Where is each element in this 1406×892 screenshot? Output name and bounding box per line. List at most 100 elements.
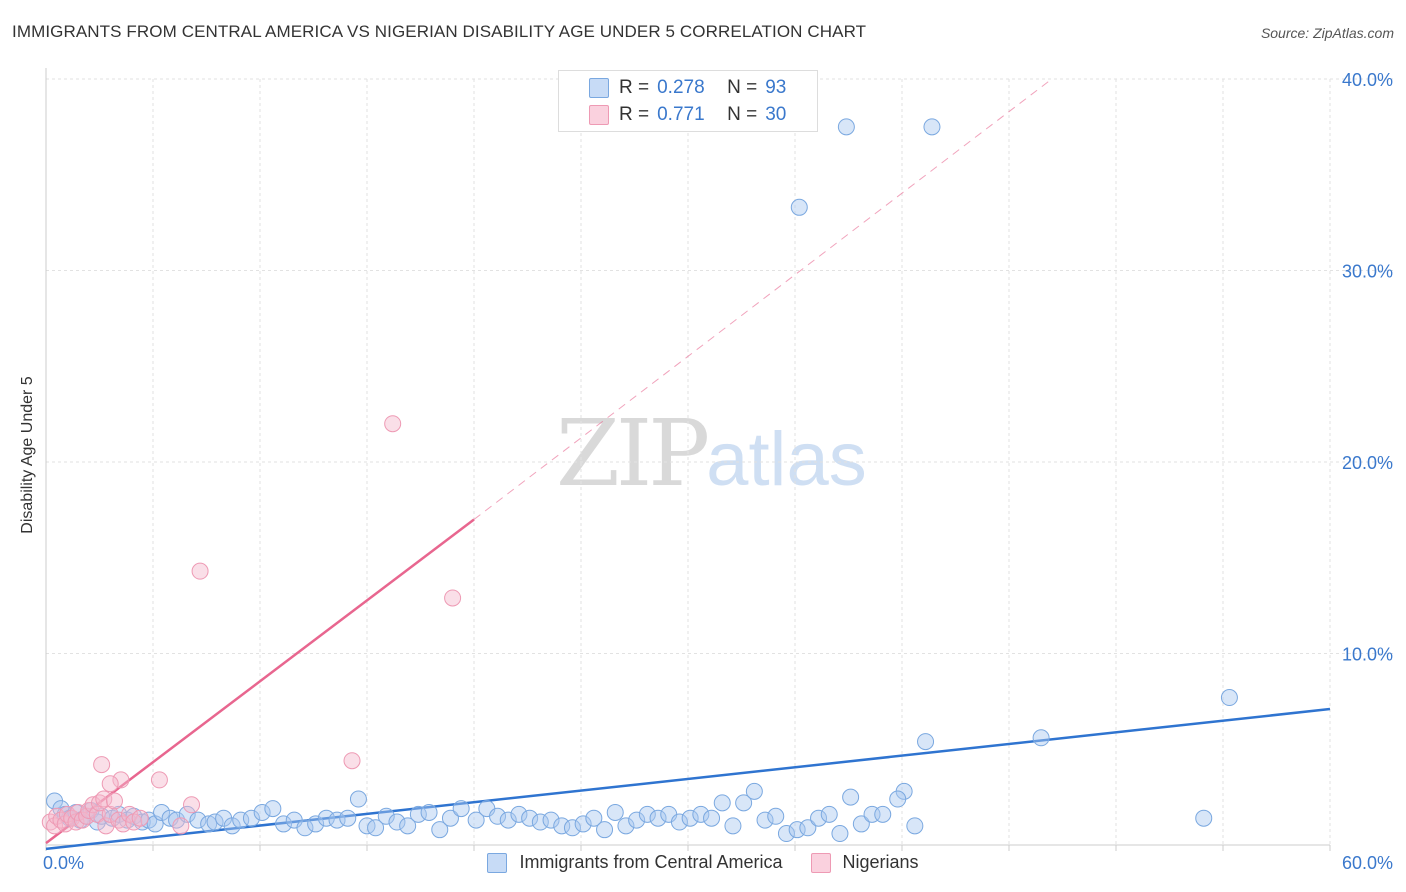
- point-nigerians: [183, 796, 201, 814]
- watermark: ZIPatlas: [556, 400, 867, 507]
- stats-legend-row-pink: R = 0.771 N = 30: [589, 102, 786, 128]
- point-central-america: [242, 809, 260, 827]
- point-central-america: [328, 811, 346, 829]
- pink-swatch: [589, 105, 609, 125]
- trendline-central-america: [45, 707, 1331, 851]
- point-central-america: [713, 794, 731, 812]
- point-central-america: [799, 819, 817, 837]
- legend-item-central-america[interactable]: Immigrants from Central America: [487, 852, 783, 873]
- point-central-america: [874, 805, 892, 823]
- point-central-america: [617, 817, 635, 835]
- point-central-america: [837, 118, 855, 136]
- point-nigerians: [444, 589, 462, 607]
- point-central-america: [339, 809, 357, 827]
- n-label: N =: [727, 77, 758, 98]
- point-layer: [41, 118, 1238, 843]
- point-central-america: [767, 807, 785, 825]
- point-central-america: [649, 809, 667, 827]
- point-central-america: [745, 782, 763, 800]
- point-central-america: [431, 821, 449, 839]
- point-central-america: [842, 788, 860, 806]
- point-central-america: [777, 825, 795, 843]
- point-central-america: [452, 800, 470, 818]
- point-central-america: [906, 817, 924, 835]
- point-nigerians: [120, 805, 138, 823]
- point-nigerians: [384, 415, 402, 433]
- point-central-america: [467, 811, 485, 829]
- point-central-america: [499, 811, 517, 829]
- source-label: Source: ZipAtlas.com: [1260, 25, 1394, 41]
- x-tick-label: 0.0%: [43, 853, 84, 873]
- point-central-america: [377, 807, 395, 825]
- grid-layer: [46, 78, 1393, 845]
- trend-layer: [45, 78, 1331, 851]
- point-central-america: [521, 809, 539, 827]
- r-value: 0.771: [657, 104, 705, 125]
- point-central-america: [206, 813, 224, 831]
- point-nigerians: [191, 562, 209, 580]
- point-central-america: [317, 809, 335, 827]
- point-central-america: [200, 815, 218, 833]
- point-central-america: [307, 815, 325, 833]
- n-value: 30: [765, 104, 787, 125]
- point-central-america: [1195, 809, 1213, 827]
- watermark-zip: ZIP: [556, 400, 710, 507]
- point-central-america: [923, 118, 941, 136]
- point-central-america: [441, 809, 459, 827]
- blue-swatch: [487, 852, 508, 873]
- point-nigerians: [150, 771, 168, 789]
- point-central-america: [542, 811, 560, 829]
- point-central-america: [349, 790, 367, 808]
- watermark-atlas: atlas: [706, 417, 867, 502]
- point-central-america: [563, 819, 581, 837]
- point-nigerians: [112, 771, 130, 789]
- point-central-america: [553, 817, 571, 835]
- point-central-america: [889, 790, 907, 808]
- legend-label: Nigerians: [842, 852, 919, 872]
- point-central-america: [253, 803, 271, 821]
- point-central-america: [852, 815, 870, 833]
- r-value: 0.278: [657, 77, 705, 98]
- point-central-america: [788, 821, 806, 839]
- point-central-america: [638, 805, 656, 823]
- point-central-america: [275, 815, 293, 833]
- point-central-america: [232, 811, 250, 829]
- point-central-america: [810, 809, 828, 827]
- point-central-america: [724, 817, 742, 835]
- point-nigerians: [105, 792, 123, 810]
- point-central-america: [367, 819, 385, 837]
- n-value: 93: [765, 77, 787, 98]
- point-nigerians: [69, 803, 87, 821]
- legend-label: Immigrants from Central America: [519, 852, 783, 872]
- point-central-america: [1220, 689, 1238, 707]
- pink-swatch: [810, 852, 831, 873]
- point-central-america: [531, 813, 549, 831]
- point-central-america: [264, 800, 282, 818]
- point-central-america: [790, 198, 808, 216]
- point-central-america: [399, 817, 417, 835]
- point-central-america: [223, 817, 241, 835]
- point-central-america: [670, 813, 688, 831]
- legend-item-nigerians[interactable]: Nigerians: [810, 852, 919, 873]
- point-central-america: [606, 803, 624, 821]
- point-nigerians: [95, 790, 113, 808]
- point-central-america: [703, 809, 721, 827]
- point-central-america: [917, 733, 935, 751]
- point-central-america: [420, 803, 438, 821]
- point-central-america: [489, 807, 507, 825]
- point-central-america: [574, 815, 592, 833]
- blue-swatch: [589, 78, 609, 98]
- tick-label-layer: 10.0% 20.0% 30.0% 40.0% 0.0% 60.0%: [43, 70, 1393, 873]
- axis-layer: [45, 68, 1331, 851]
- point-nigerians: [93, 756, 111, 774]
- n-label: N =: [727, 104, 758, 125]
- point-central-america: [831, 825, 849, 843]
- stats-legend: R = 0.278 N = 93 R = 0.771 N = 30: [558, 70, 818, 132]
- r-label: R =: [619, 77, 650, 98]
- y-axis-label: Disability Age Under 5: [19, 376, 36, 534]
- point-nigerians: [131, 809, 149, 827]
- point-nigerians: [84, 796, 102, 814]
- point-central-america: [296, 819, 314, 837]
- point-central-america: [388, 813, 406, 831]
